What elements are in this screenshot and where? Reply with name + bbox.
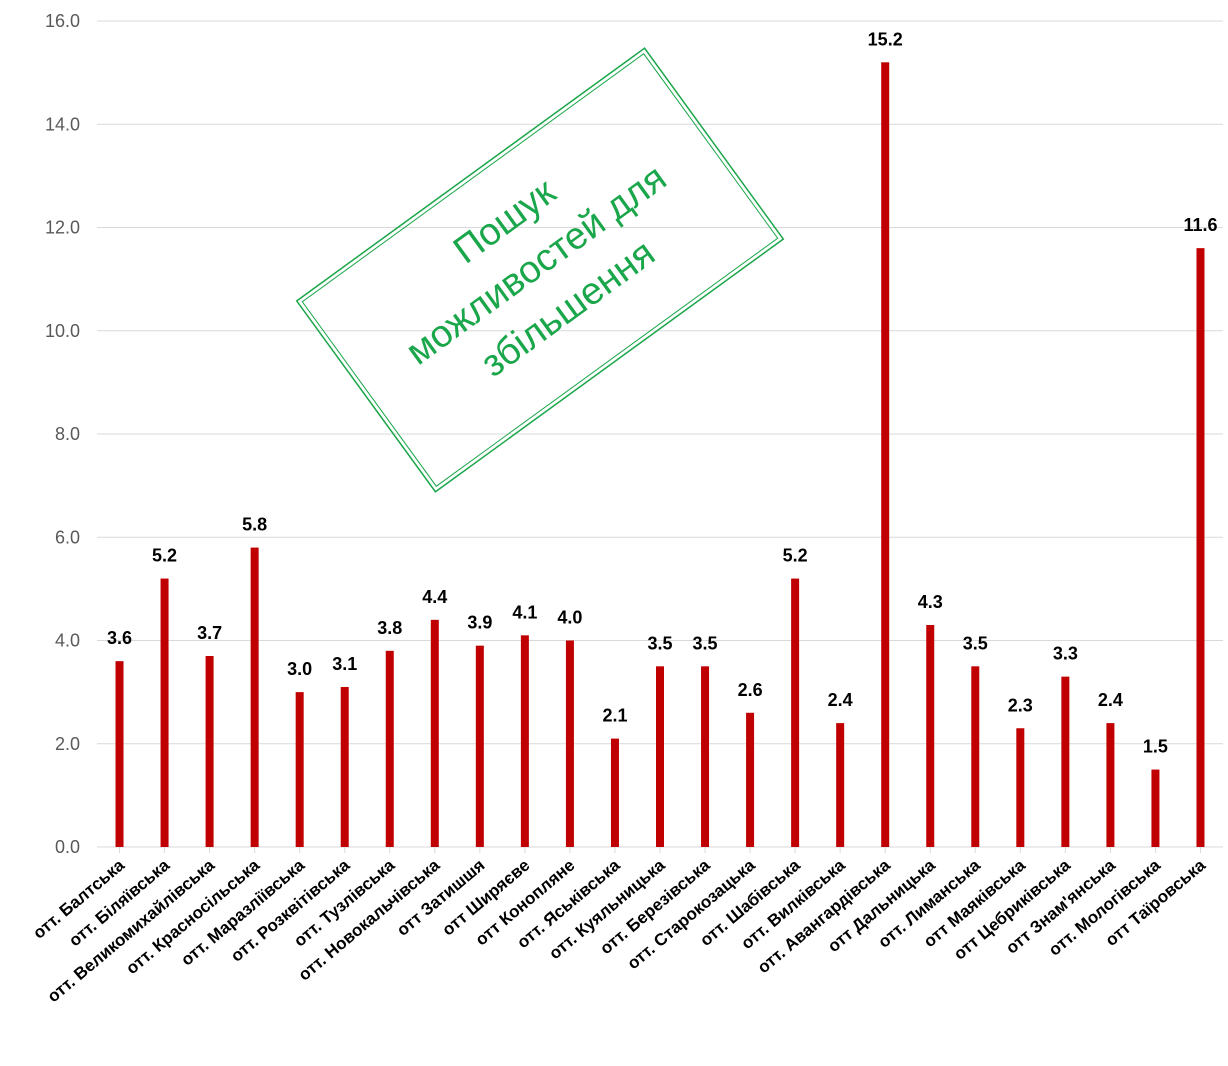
gridlines xyxy=(97,20,1223,853)
data-label: 4.0 xyxy=(557,608,582,628)
bar xyxy=(520,635,529,847)
data-label: 2.3 xyxy=(1008,695,1033,715)
data-label: 3.5 xyxy=(647,633,672,653)
bars xyxy=(115,62,1205,848)
data-label: 3.5 xyxy=(693,633,718,653)
y-tick-label: 4.0 xyxy=(55,631,80,651)
bar xyxy=(836,723,845,847)
data-label: 5.2 xyxy=(152,546,177,566)
data-label: 3.5 xyxy=(963,633,988,653)
bar xyxy=(340,686,349,847)
bar xyxy=(1061,676,1070,847)
bar xyxy=(205,655,214,847)
data-label: 3.7 xyxy=(197,623,222,643)
bar xyxy=(746,712,755,847)
data-label: 2.6 xyxy=(738,680,763,700)
data-label: 3.0 xyxy=(287,659,312,679)
data-label: 3.6 xyxy=(107,628,132,648)
bar xyxy=(1016,728,1025,847)
data-label: 3.1 xyxy=(332,654,357,674)
bar xyxy=(295,692,304,847)
data-label: 5.8 xyxy=(242,515,267,535)
bar xyxy=(1106,723,1115,847)
bar xyxy=(565,640,574,847)
annotation-border-outer xyxy=(295,47,785,493)
bar xyxy=(385,650,394,847)
data-label: 5.2 xyxy=(783,546,808,566)
data-label: 4.1 xyxy=(512,602,537,622)
bar xyxy=(250,547,259,847)
y-tick-label: 14.0 xyxy=(45,114,80,134)
bar xyxy=(791,578,800,847)
bar xyxy=(160,578,169,847)
annotation-box: Пошук можливостей для збільшення xyxy=(295,47,785,493)
y-axis-ticks: 0.0 2.0 4.0 6.0 8.0 10.0 12.0 14.0 16.0 xyxy=(45,11,80,857)
bar xyxy=(971,666,980,847)
data-label: 2.1 xyxy=(602,706,627,726)
data-label: 3.8 xyxy=(377,618,402,638)
data-label: 11.6 xyxy=(1183,215,1217,235)
data-labels: 3.6 5.2 3.7 5.8 3.0 3.1 3.8 4.4 3.9 4.1 4.0 2.1 3.5 3… xyxy=(107,29,1217,756)
bar xyxy=(430,619,439,847)
bar xyxy=(701,666,710,847)
bar xyxy=(610,738,619,847)
bar xyxy=(656,666,664,847)
data-label: 2.4 xyxy=(828,690,853,710)
y-tick-label: 16.0 xyxy=(45,11,80,31)
data-label: 4.3 xyxy=(918,592,943,612)
data-label: 4.4 xyxy=(422,587,447,607)
bar xyxy=(1196,248,1205,847)
data-label: 1.5 xyxy=(1143,737,1168,757)
y-tick-label: 10.0 xyxy=(45,321,80,341)
bar xyxy=(475,645,484,847)
bar xyxy=(881,62,890,848)
data-label: 15.2 xyxy=(868,29,903,49)
bar xyxy=(1151,769,1160,847)
data-label: 2.4 xyxy=(1098,690,1123,710)
annotation-border-inner xyxy=(301,53,779,487)
data-label: 3.3 xyxy=(1053,644,1078,664)
bar xyxy=(926,625,935,847)
y-tick-label: 2.0 xyxy=(55,734,80,754)
y-tick-label: 12.0 xyxy=(45,218,80,238)
y-tick-label: 6.0 xyxy=(55,527,80,547)
y-tick-label: 8.0 xyxy=(55,424,80,444)
y-tick-label: 0.0 xyxy=(55,837,80,857)
data-label: 3.9 xyxy=(467,613,492,633)
bar xyxy=(115,661,124,847)
